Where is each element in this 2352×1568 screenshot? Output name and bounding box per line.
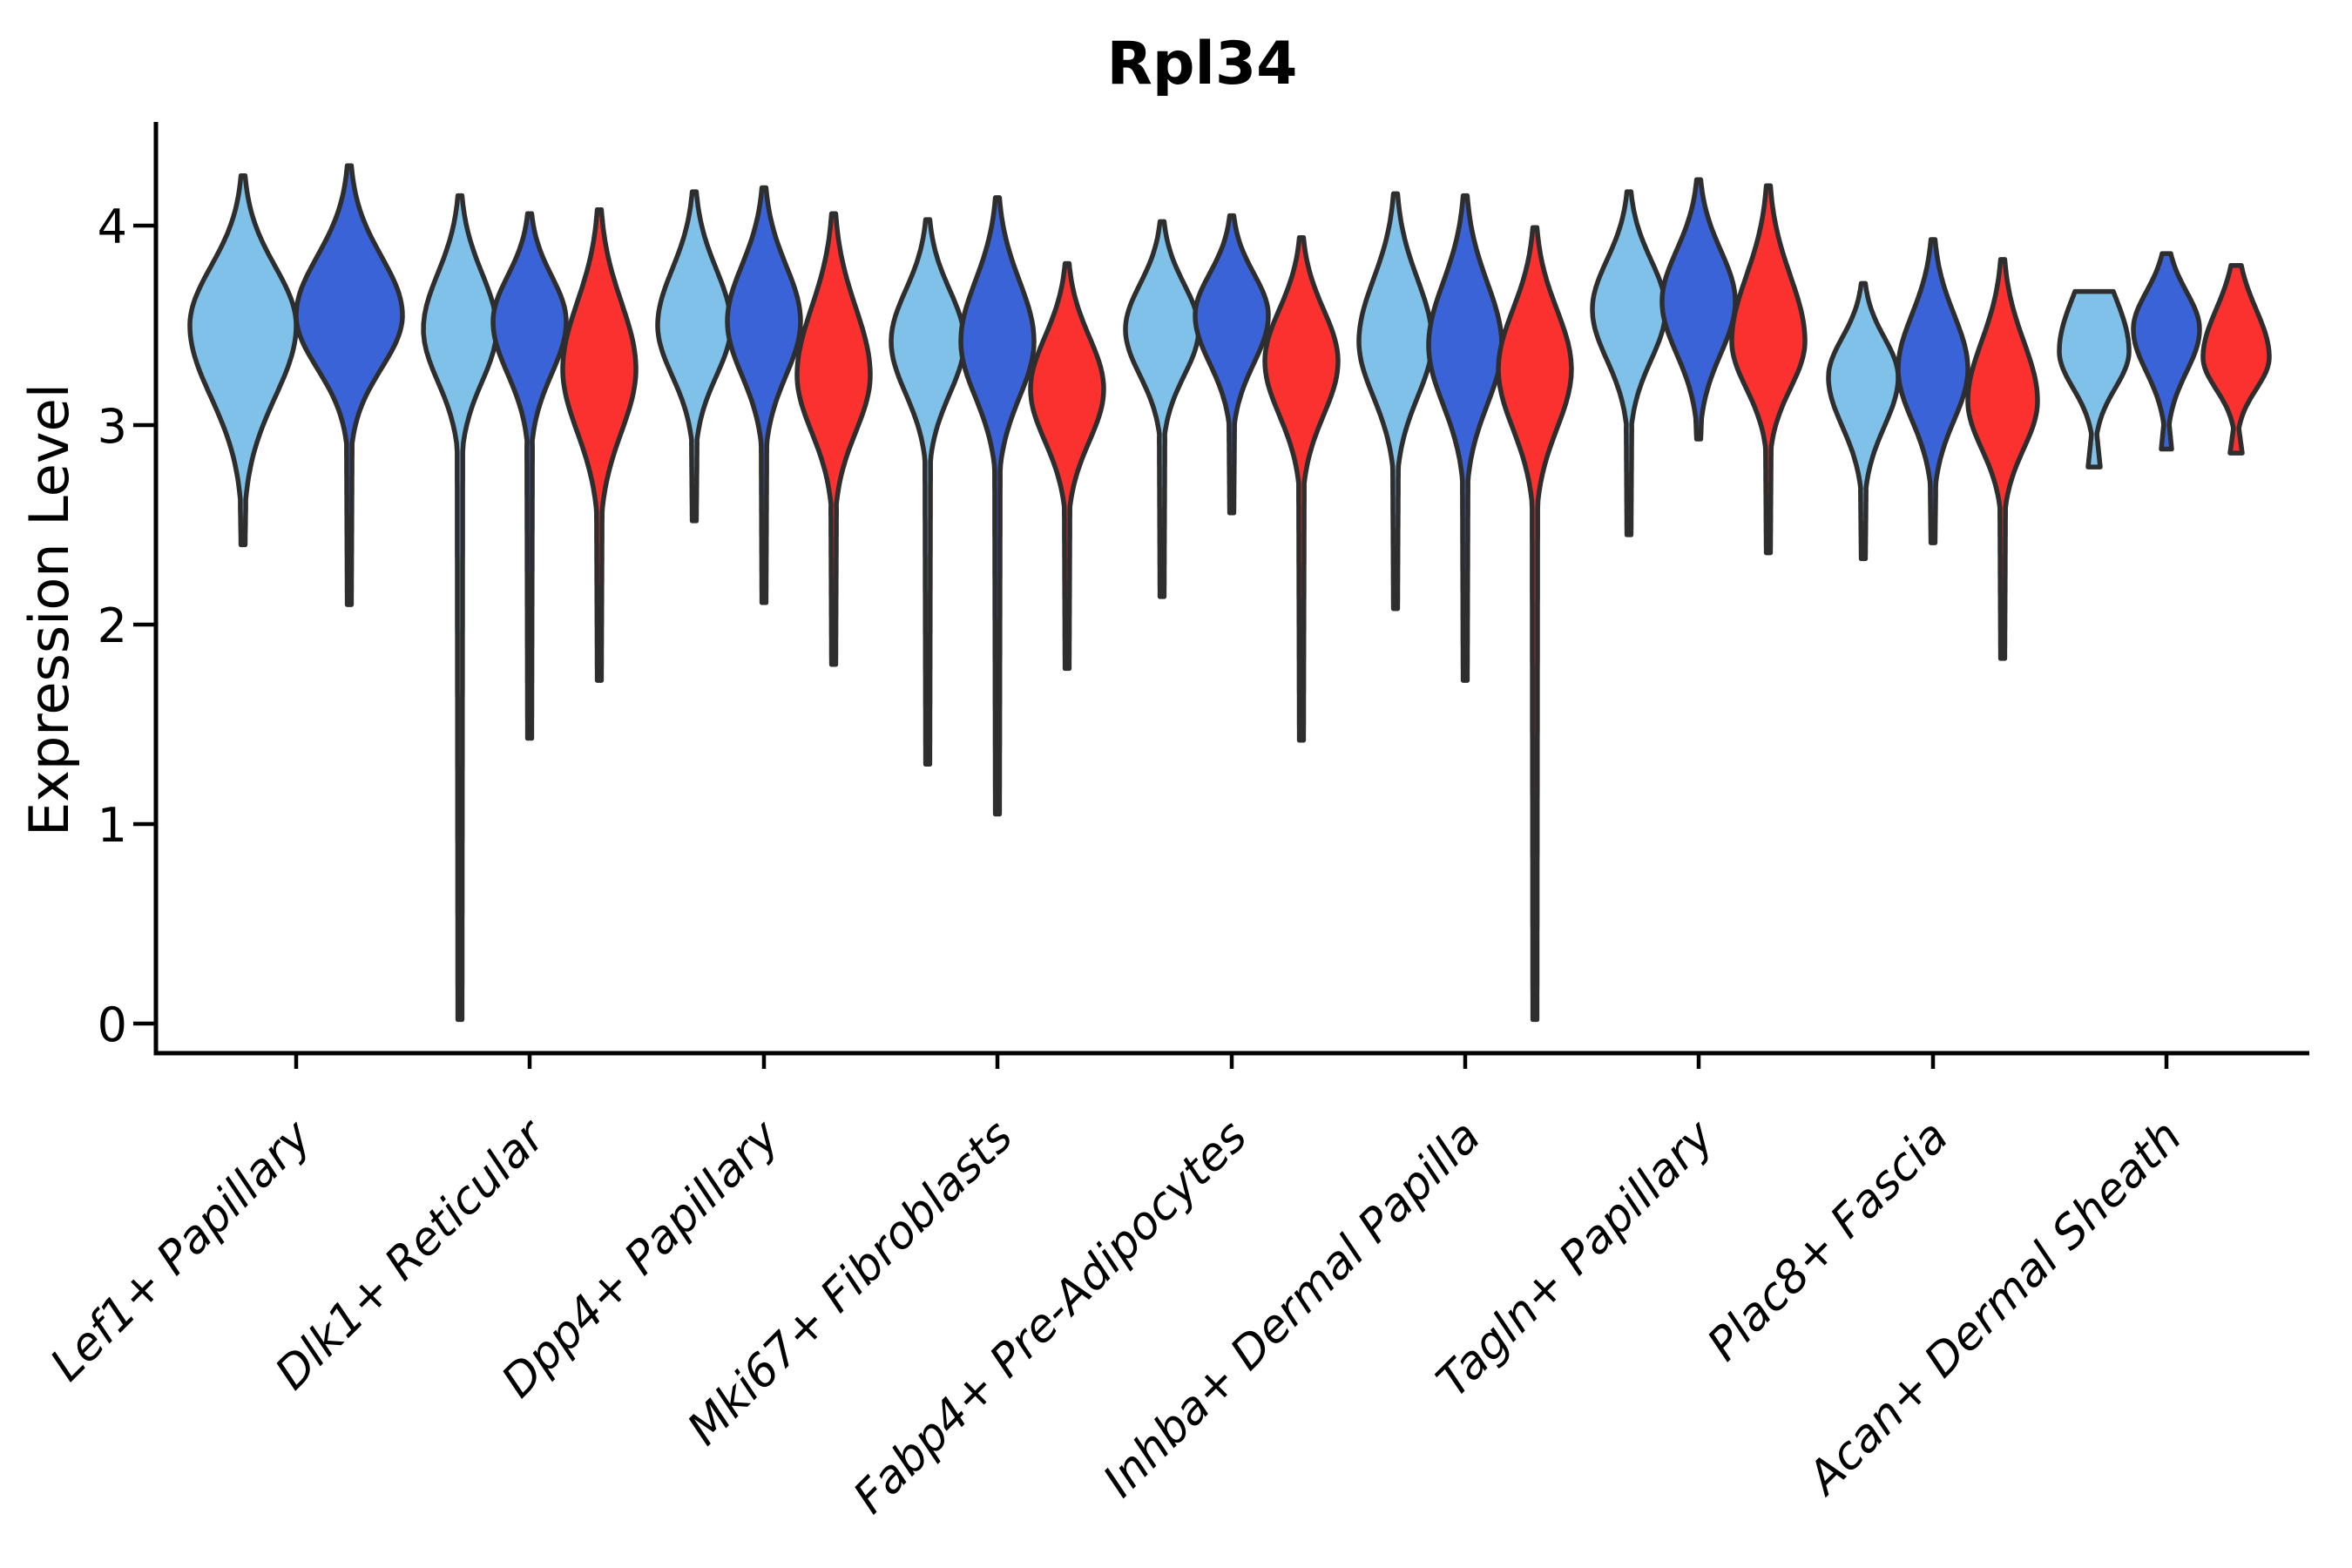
violin-light_blue [889,217,967,767]
y-tick-label: 3 [98,399,127,454]
violin-red [794,211,873,667]
x-tick-label: Plac8+ Fascia [1698,1111,1958,1371]
violin-red [1496,225,1574,1023]
violin-dark_blue [490,211,569,741]
violin-light_blue [1356,191,1435,612]
violin-dark_blue [2131,251,2202,452]
violin-dark_blue [1659,177,1738,442]
violin-dark_blue [294,163,405,607]
violin-red [1965,257,2040,661]
violin-light_blue [1123,219,1201,599]
violin-dark_blue [1193,213,1271,516]
chart-title: Rpl34 [1107,30,1298,98]
violin-light_blue [187,173,299,548]
violin-light_blue [1826,280,1901,562]
y-tick-label: 0 [98,997,127,1052]
violin-dark_blue [1426,193,1504,683]
x-tick-label: Acan+ Dermal Sheath [1796,1111,2192,1506]
violin-light_blue [655,189,733,524]
y-tick-label: 4 [98,199,127,254]
violin-dark_blue [725,185,803,605]
violin-red [560,206,639,683]
violin-light_blue [1590,189,1668,537]
violin-light_blue [2057,288,2132,470]
violin-dark_blue [1896,237,1970,545]
y-tick-label: 1 [98,798,127,853]
violin-red [1028,260,1106,672]
violin-red [1262,234,1341,743]
x-tick-label: Inhba+ Dermal Papilla [1093,1111,1490,1508]
y-tick-label: 2 [98,598,127,653]
violin-dark_blue [958,195,1037,817]
violin-red [1729,183,1808,556]
violin-red [2200,263,2272,456]
violin-light_blue [421,193,499,1023]
x-tick-label: Fabp4+ Pre-Adipocytes [844,1111,1258,1524]
y-axis-label: Expression Level [17,383,81,836]
